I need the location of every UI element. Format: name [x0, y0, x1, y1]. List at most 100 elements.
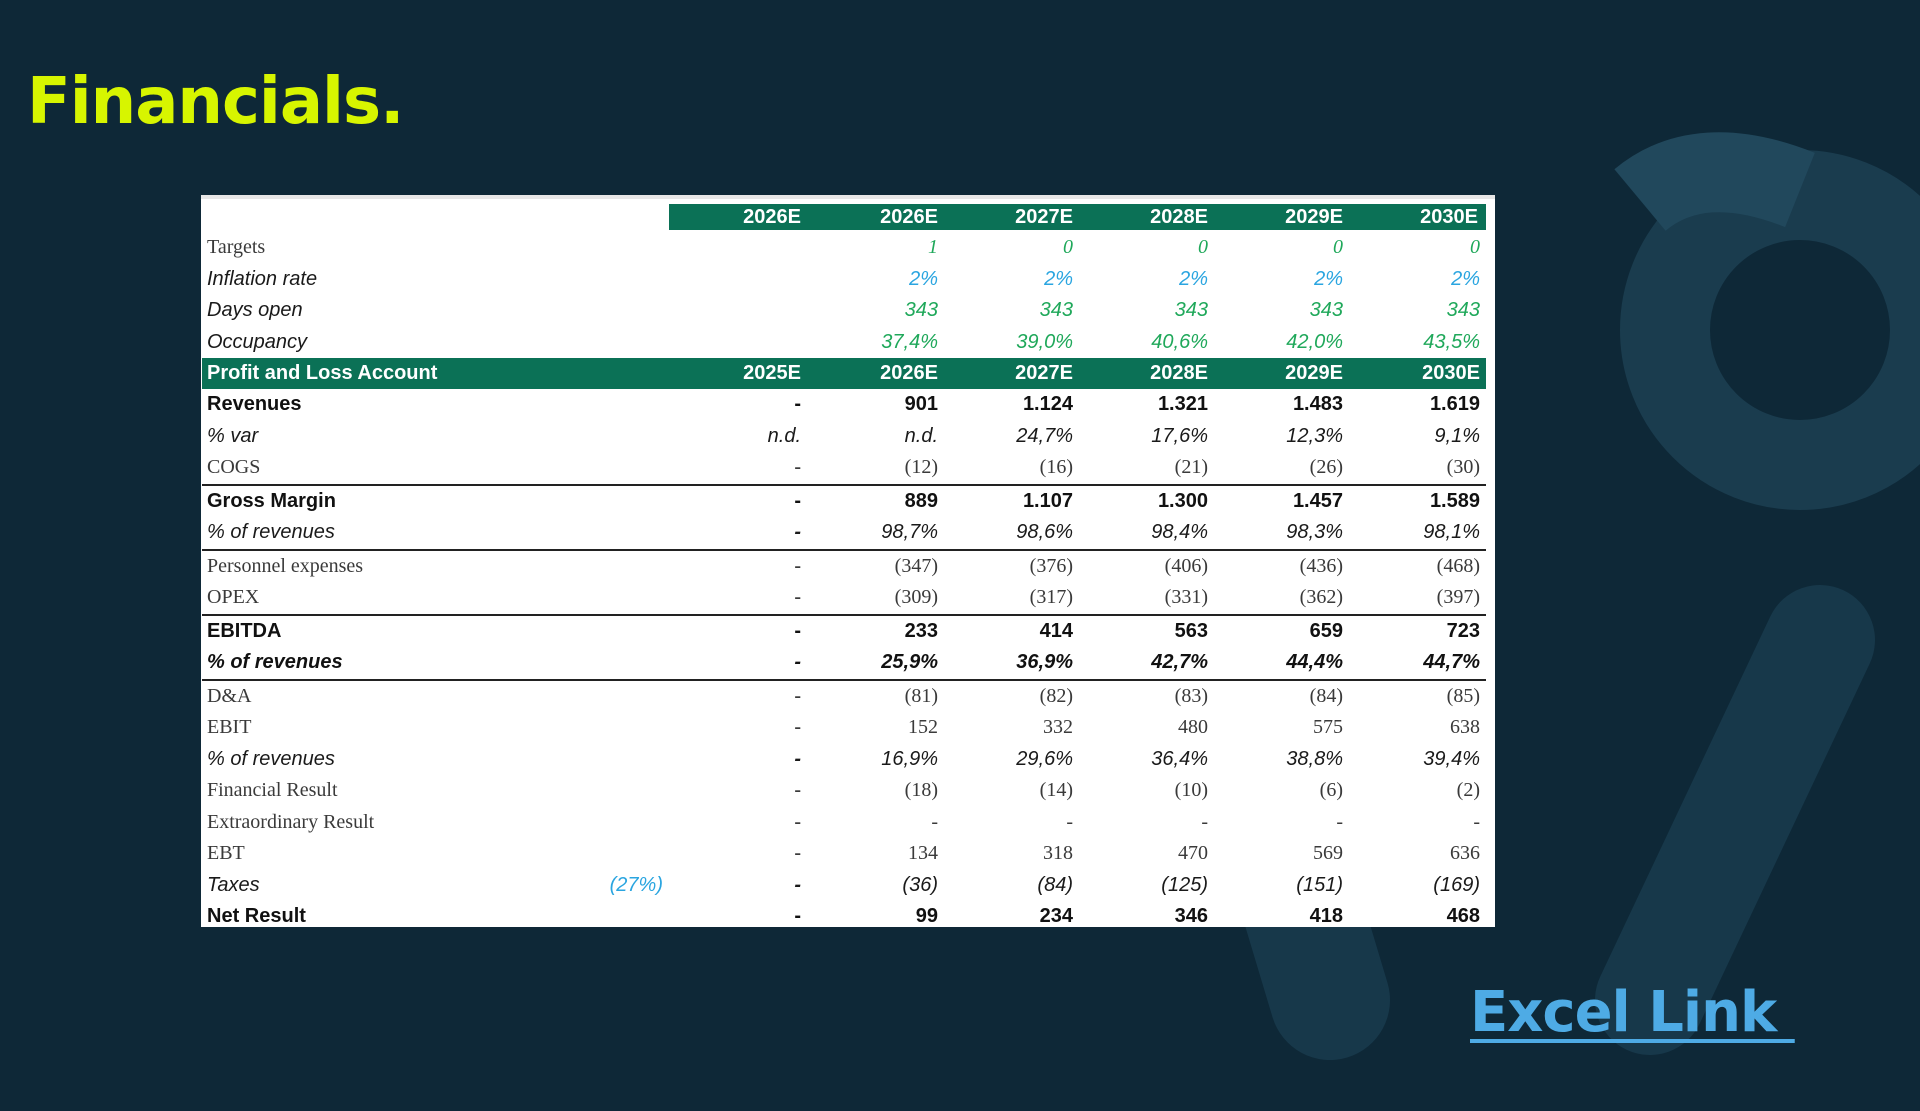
row-label: Extraordinary Result: [207, 810, 375, 833]
value-cell: 2%: [1314, 267, 1343, 290]
row-label: EBIT: [207, 716, 252, 739]
value-cell: (6): [1319, 779, 1343, 802]
tax-rate: (27%): [609, 873, 663, 896]
value-cell: 1.619: [1429, 393, 1480, 416]
value-cell: (21): [1174, 456, 1208, 479]
row-label: Revenues: [207, 393, 302, 416]
value-cell: 318: [1043, 842, 1073, 865]
value-cell: 1.483: [1292, 393, 1343, 416]
value-cell: 569: [1313, 842, 1343, 865]
value-cell: (169): [1433, 873, 1480, 896]
value-cell: 37,4%: [881, 330, 938, 353]
value-cell: -: [794, 842, 801, 865]
row-label: % var: [207, 424, 259, 447]
table-row: D&A - (81) (82) (83) (84) (85): [202, 678, 1486, 712]
row-label: Net Result: [207, 905, 306, 928]
value-cell: 418: [1309, 905, 1343, 928]
empty-cell: [532, 807, 669, 839]
value-cell: -: [794, 747, 801, 770]
value-cell: (331): [1164, 586, 1208, 609]
year-header-cell: 2027E: [944, 358, 1079, 389]
value-cell: 343: [1309, 299, 1343, 322]
empty-cell: [532, 327, 669, 359]
value-cell: 36,9%: [1016, 651, 1073, 674]
value-cell: 0: [1063, 236, 1073, 259]
value-cell: 563: [1079, 613, 1214, 647]
value-cell: (14): [1039, 779, 1073, 802]
value-cell: (30): [1446, 456, 1480, 479]
row-label: COGS: [207, 456, 261, 479]
value-cell: 468: [1446, 905, 1480, 928]
value-cell: 134: [908, 842, 938, 865]
empty-cell: [532, 358, 669, 389]
year-header-cell: 2026E: [743, 206, 801, 228]
table-row: Extraordinary Result - - - - - -: [202, 807, 1486, 839]
value-cell: (436): [1214, 548, 1349, 582]
value-cell: -: [1066, 810, 1073, 833]
pl-header-row: Profit and Loss Account 2025E 2026E 2027E 20…: [202, 358, 1486, 389]
row-label: OPEX: [207, 586, 260, 609]
value-cell: (2): [1456, 779, 1480, 802]
value-cell: 1.300: [1079, 483, 1214, 517]
row-label: % of revenues: [207, 651, 343, 674]
value-cell: -: [1201, 810, 1208, 833]
year-header-cell: 2030E: [1349, 358, 1486, 389]
value-cell: 98,3%: [1286, 521, 1343, 544]
value-cell: 575: [1313, 716, 1343, 739]
value-cell: 343: [1446, 299, 1480, 322]
row-inflation-rate: Inflation rate 2% 2% 2% 2% 2%: [202, 264, 1486, 296]
excel-link[interactable]: Excel Link: [1470, 980, 1795, 1045]
value-cell: -: [931, 810, 938, 833]
value-cell: 9,1%: [1434, 424, 1480, 447]
value-cell: (82): [944, 678, 1079, 712]
value-cell: 470: [1178, 842, 1208, 865]
value-cell: -: [669, 678, 807, 712]
value-cell: 2%: [909, 267, 938, 290]
value-cell: (406): [1079, 548, 1214, 582]
value-cell: 98,4%: [1151, 521, 1208, 544]
row-label: Inflation rate: [207, 267, 318, 290]
empty-cell: [532, 678, 669, 712]
value-cell: 44,4%: [1286, 651, 1343, 674]
value-cell: 42,0%: [1286, 330, 1343, 353]
value-cell: (16): [1039, 456, 1073, 479]
value-cell: -: [794, 393, 801, 416]
value-cell: 42,7%: [1151, 651, 1208, 674]
value-cell: 343: [904, 299, 938, 322]
year-header-cell: 2029E: [1285, 206, 1343, 228]
value-cell: -: [1336, 810, 1343, 833]
year-header-cell: 2029E: [1214, 358, 1349, 389]
value-cell: 1: [928, 236, 938, 259]
value-cell: -: [794, 651, 801, 674]
value-cell: 332: [1043, 716, 1073, 739]
row-label: Occupancy: [207, 330, 308, 353]
table-row: Taxes (27%) - (36) (84) (125) (151) (169): [202, 870, 1486, 902]
value-cell: (347): [807, 548, 944, 582]
table-row: Net Result - 99 234 346 418 468: [202, 901, 1486, 933]
value-cell: -: [794, 521, 801, 544]
empty-cell: [532, 517, 669, 550]
value-cell: 39,4%: [1423, 747, 1480, 770]
value-cell: -: [794, 810, 801, 833]
pl-title: Profit and Loss Account: [202, 358, 532, 389]
empty-cell: [532, 232, 669, 264]
table-row: Personnel expenses - (347) (376) (406) (436)(…: [202, 548, 1486, 582]
empty-cell: [669, 232, 807, 264]
value-cell: (83): [1079, 678, 1214, 712]
row-label: % of revenues: [207, 521, 335, 544]
value-cell: 901: [904, 393, 938, 416]
value-cell: 1.589: [1349, 483, 1486, 517]
empty-cell: [532, 483, 669, 517]
empty-cell: [532, 548, 669, 582]
row-label: Taxes: [207, 873, 260, 896]
value-cell: 38,8%: [1286, 747, 1343, 770]
financial-table-sheet: 2026E 2026E 2027E 2028E 2029E 2030E Targ…: [201, 195, 1495, 927]
value-cell: 0: [1198, 236, 1208, 259]
empty-cell: [532, 647, 669, 680]
value-cell: -: [794, 456, 801, 479]
value-cell: 40,6%: [1151, 330, 1208, 353]
value-cell: (317): [1029, 586, 1073, 609]
sheet-top-border: [201, 195, 1495, 199]
value-cell: -: [669, 613, 807, 647]
year-header-cell: 2028E: [1079, 358, 1214, 389]
